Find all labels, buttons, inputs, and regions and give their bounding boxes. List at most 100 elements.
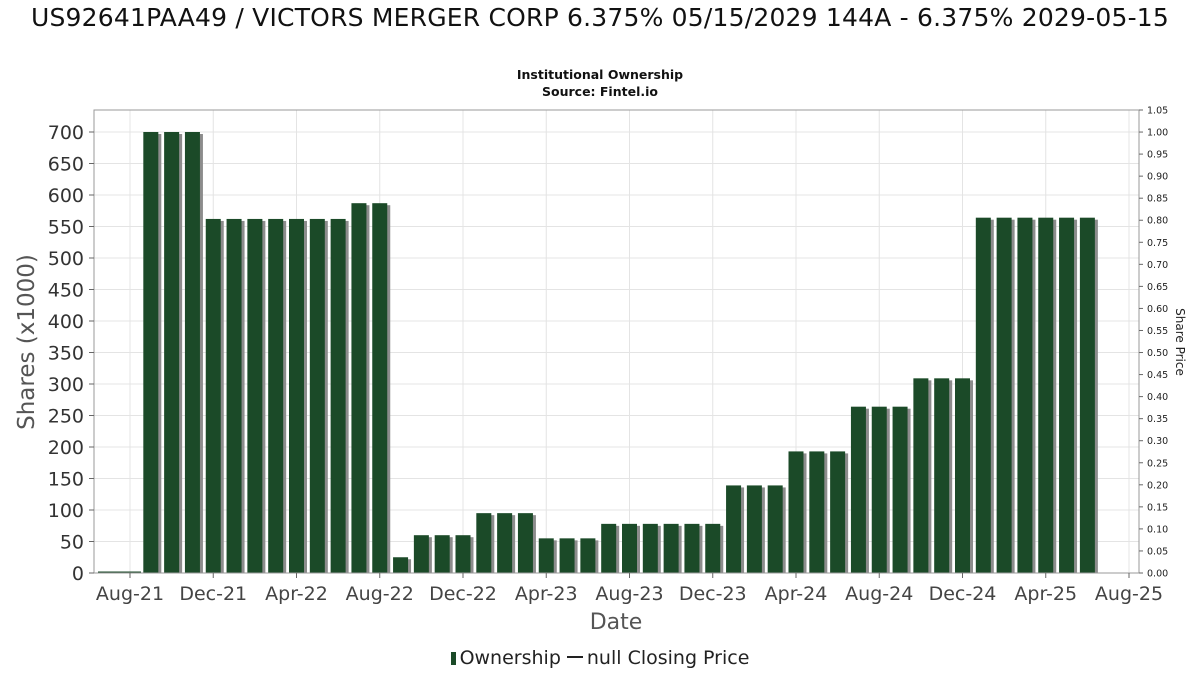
y-tick-label: 550 bbox=[48, 217, 84, 239]
x-tick-label: Apr-24 bbox=[765, 583, 828, 605]
ownership-bar bbox=[226, 218, 242, 573]
y2-tick-label: 0.30 bbox=[1147, 436, 1168, 447]
legend-swatch-ownership bbox=[450, 652, 456, 665]
x-tick-label: Dec-22 bbox=[429, 583, 497, 605]
y2-tick-label: 0.25 bbox=[1147, 458, 1168, 469]
x-axis-label: Date bbox=[590, 610, 643, 635]
legend-swatch-closing-price bbox=[566, 656, 583, 658]
x-tick-label: Dec-23 bbox=[679, 583, 747, 605]
y-tick-label: 650 bbox=[48, 154, 84, 176]
ownership-bar bbox=[726, 485, 742, 573]
ownership-bar bbox=[705, 523, 721, 573]
ownership-bar bbox=[393, 557, 409, 573]
y2-tick-label: 1.00 bbox=[1147, 128, 1168, 139]
chart-title: US92641PAA49 / VICTORS MERGER CORP 6.375… bbox=[30, 3, 1170, 32]
ownership-bar bbox=[413, 535, 429, 573]
y-tick-label: 250 bbox=[48, 406, 84, 428]
legend-label-ownership: Ownership bbox=[459, 647, 561, 669]
ownership-bar bbox=[850, 406, 866, 573]
y2-tick-label: 0.75 bbox=[1147, 238, 1168, 249]
ownership-bar bbox=[892, 406, 908, 573]
y-tick-label: 350 bbox=[48, 343, 84, 365]
x-tick-label: Aug-25 bbox=[1095, 583, 1163, 605]
ownership-bar bbox=[934, 378, 950, 573]
x-tick-label: Dec-24 bbox=[929, 583, 997, 605]
ownership-bar bbox=[580, 538, 596, 573]
ownership-bar bbox=[871, 406, 887, 573]
ownership-bar bbox=[309, 218, 325, 573]
y2-tick-label: 0.10 bbox=[1147, 524, 1168, 535]
ownership-bar bbox=[538, 538, 554, 573]
y2-tick-label: 0.40 bbox=[1147, 392, 1168, 403]
y2-tick-label: 0.45 bbox=[1147, 370, 1168, 381]
y-axis-label: Shares (x1000) bbox=[14, 254, 40, 430]
y-tick-label: 150 bbox=[48, 469, 84, 491]
y2-tick-label: 0.15 bbox=[1147, 502, 1168, 513]
ownership-bar bbox=[601, 523, 617, 573]
x-tick-label: Aug-21 bbox=[96, 583, 164, 605]
ownership-bar bbox=[913, 378, 929, 573]
x-tick-label: Aug-23 bbox=[595, 583, 663, 605]
y2-tick-label: 0.95 bbox=[1147, 150, 1168, 161]
y-tick-label: 50 bbox=[60, 532, 84, 554]
ownership-bar bbox=[517, 513, 533, 573]
y-tick-label: 0 bbox=[72, 563, 84, 585]
x-tick-label: Apr-23 bbox=[515, 583, 578, 605]
ownership-bar bbox=[996, 217, 1012, 573]
ownership-bar bbox=[975, 217, 991, 573]
ownership-bar bbox=[455, 535, 471, 573]
y2-tick-label: 0.20 bbox=[1147, 480, 1168, 491]
chart-subtitle-ownership: Institutional Ownership bbox=[516, 67, 684, 82]
ownership-bar bbox=[746, 485, 762, 573]
ownership-bar bbox=[663, 523, 679, 573]
ownership-bar bbox=[497, 513, 513, 573]
ownership-bar bbox=[830, 451, 846, 573]
x-tick-label: Dec-21 bbox=[179, 583, 247, 605]
y2-tick-label: 0.50 bbox=[1147, 348, 1168, 359]
y-tick-label: 700 bbox=[48, 122, 84, 144]
ownership-bar bbox=[289, 218, 304, 573]
y-tick-label: 400 bbox=[48, 311, 84, 333]
ownership-bar bbox=[1079, 217, 1095, 573]
ownership-bar bbox=[330, 218, 346, 573]
ownership-bar bbox=[351, 203, 367, 573]
ownership-bar bbox=[372, 203, 388, 573]
y2-tick-label: 0.00 bbox=[1147, 569, 1168, 580]
ownership-bar bbox=[1059, 217, 1075, 573]
y2-tick-label: 0.70 bbox=[1147, 260, 1168, 271]
y2-tick-label: 0.05 bbox=[1147, 546, 1168, 557]
ownership-bar bbox=[476, 513, 492, 573]
ownership-bar bbox=[184, 132, 200, 573]
axes: 0 50 100 150 200 250 300 350 400 450 500 550 600 650 7… bbox=[48, 106, 1168, 606]
y2-axis-label: Share Price bbox=[1173, 308, 1187, 376]
y2-tick-label: 0.60 bbox=[1147, 304, 1168, 315]
ownership-bar bbox=[642, 523, 658, 573]
y2-tick-label: 1.05 bbox=[1147, 106, 1168, 117]
y2-tick-label: 0.90 bbox=[1147, 172, 1168, 183]
x-tick-label: Aug-24 bbox=[845, 583, 913, 605]
ownership-bar bbox=[434, 535, 450, 573]
chart-legend: Ownership null Closing Price bbox=[0, 647, 1200, 669]
ownership-bar bbox=[205, 218, 221, 573]
y2-tick-label: 0.55 bbox=[1147, 326, 1168, 337]
bar-series-ownership bbox=[143, 132, 1098, 573]
y2-tick-label: 0.35 bbox=[1147, 414, 1168, 425]
ownership-bar bbox=[268, 218, 284, 573]
ownership-bar bbox=[1017, 217, 1033, 573]
y-tick-label: 100 bbox=[48, 500, 84, 522]
ownership-bar bbox=[684, 523, 700, 573]
ownership-bar bbox=[164, 132, 180, 573]
chart-subtitle-source: Source: Fintel.io bbox=[542, 84, 658, 99]
ownership-bar bbox=[788, 451, 804, 573]
y2-tick-label: 0.85 bbox=[1147, 194, 1168, 205]
ownership-bar bbox=[143, 132, 159, 573]
y-tick-label: 300 bbox=[48, 374, 84, 396]
ownership-bar bbox=[955, 378, 970, 573]
ownership-bar bbox=[767, 485, 783, 573]
x-tick-label: Apr-22 bbox=[265, 583, 328, 605]
y2-tick-label: 0.80 bbox=[1147, 216, 1168, 227]
ownership-bar bbox=[1038, 217, 1054, 573]
ownership-bar bbox=[559, 538, 575, 573]
y-tick-label: 450 bbox=[48, 280, 84, 302]
